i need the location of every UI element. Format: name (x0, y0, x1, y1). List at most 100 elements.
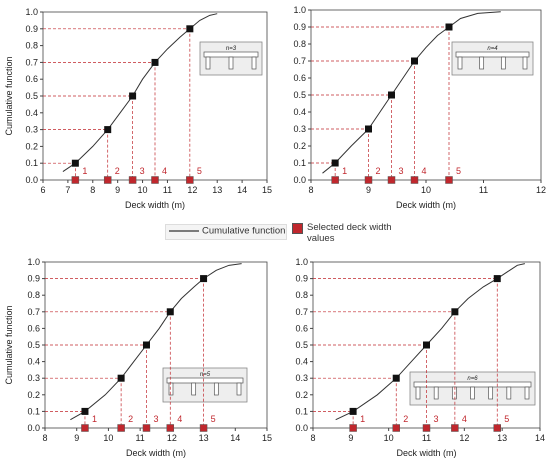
y-tick-label: 0.7 (295, 307, 308, 317)
legend-label: Selected deck width values (307, 222, 392, 244)
selected-value (117, 424, 125, 432)
selected-value (103, 176, 112, 184)
selected-value (128, 176, 137, 184)
selected-value (186, 176, 194, 184)
x-tick-label: 12 (187, 185, 197, 195)
selected-label: 1 (92, 414, 97, 424)
selected-label: 3 (434, 414, 439, 424)
point (71, 159, 79, 167)
point (349, 407, 357, 415)
x-tick-label: 12 (167, 433, 177, 443)
y-tick-label: 0.5 (293, 90, 306, 100)
y-tick-label: 0.3 (293, 124, 306, 134)
selected-label: 3 (140, 166, 145, 176)
point (388, 91, 395, 99)
y-axis-label: Cumulative function (4, 305, 14, 384)
inset-deck (166, 377, 244, 384)
inset-girder (500, 56, 506, 70)
y-tick-label: 0.4 (295, 357, 308, 367)
y-tick-label: 0.4 (293, 107, 306, 117)
selected-value (445, 176, 453, 184)
y-tick-label: 1.0 (25, 7, 38, 17)
selected-value (349, 424, 357, 432)
inset-label: n=4 (487, 46, 498, 52)
inset-girder (488, 386, 494, 400)
x-tick-label: 13 (212, 185, 222, 195)
selected-label: 1 (360, 414, 365, 424)
y-tick-label: 0.8 (295, 290, 308, 300)
selected-value (142, 424, 151, 432)
x-tick-label: 9 (348, 433, 353, 443)
selected-label: 4 (462, 414, 467, 424)
selected-value (410, 176, 419, 184)
x-tick-label: 9 (74, 433, 79, 443)
selected-label: 1 (342, 166, 347, 176)
point (331, 159, 339, 167)
x-tick-label: 8 (90, 185, 95, 195)
inset-label: n=6 (467, 376, 478, 382)
selected-label: 1 (82, 166, 87, 176)
point (186, 25, 194, 33)
point (451, 308, 459, 316)
y-tick-label: 0.7 (27, 307, 40, 317)
selected-value (392, 424, 400, 432)
selected-value (364, 176, 373, 184)
inset-girder (451, 386, 457, 400)
y-tick-label: 0.7 (25, 57, 38, 67)
x-tick-label: 9 (366, 185, 371, 195)
selected-label: 2 (376, 166, 381, 176)
x-tick-label: 6 (40, 185, 45, 195)
x-axis-label: Deck width (m) (125, 200, 185, 210)
x-tick-label: 12 (536, 185, 546, 195)
x-tick-label: 7 (65, 185, 70, 195)
cumulative-line (322, 11, 501, 174)
y-tick-label: 0.9 (27, 274, 40, 284)
inset-girder (433, 386, 439, 400)
selected-label: 5 (197, 166, 202, 176)
y-tick-label: 0.5 (295, 340, 308, 350)
y-tick-label: 0.5 (25, 91, 38, 101)
inset-girder (457, 56, 463, 70)
y-tick-label: 0.1 (295, 406, 308, 416)
inset-label: n=5 (200, 372, 211, 378)
x-axis-label: Deck width (m) (396, 448, 456, 458)
x-tick-label: 10 (384, 433, 394, 443)
inset-label: n=3 (226, 46, 237, 52)
plot-frame (310, 9, 542, 181)
inset-deck (455, 51, 530, 58)
legend: Cumulative function (165, 224, 287, 240)
cumulative-line (335, 263, 525, 421)
y-tick-label: 0.0 (25, 175, 38, 185)
legend-marker (292, 223, 303, 234)
y-tick-label: 0.9 (293, 22, 306, 32)
point (423, 341, 430, 349)
inset-girder (236, 382, 242, 396)
cumulative-line (70, 263, 242, 421)
y-tick-label: 0.1 (25, 158, 38, 168)
x-tick-label: 11 (479, 185, 488, 195)
selected-value (422, 424, 431, 432)
inset-deck (413, 381, 532, 388)
y-tick-label: 0.3 (25, 125, 38, 135)
inset-girder (506, 386, 512, 400)
inset-girder (524, 386, 530, 400)
y-tick-label: 0.2 (25, 141, 38, 151)
point (81, 407, 89, 415)
y-tick-label: 0.5 (27, 340, 40, 350)
point (142, 341, 150, 349)
y-tick-label: 0.2 (295, 390, 308, 400)
y-tick-label: 0.6 (293, 73, 306, 83)
point (445, 23, 453, 31)
selected-label: 5 (504, 414, 509, 424)
plot-frame (44, 261, 268, 429)
y-tick-label: 0.0 (27, 423, 40, 433)
selected-value (81, 424, 89, 432)
x-tick-label: 14 (237, 185, 247, 195)
x-tick-label: 15 (262, 433, 272, 443)
selected-label: 2 (403, 414, 408, 424)
y-tick-label: 0.6 (25, 74, 38, 84)
x-tick-label: 10 (421, 185, 431, 195)
y-tick-label: 0.9 (295, 274, 308, 284)
inset-girder (168, 382, 174, 396)
